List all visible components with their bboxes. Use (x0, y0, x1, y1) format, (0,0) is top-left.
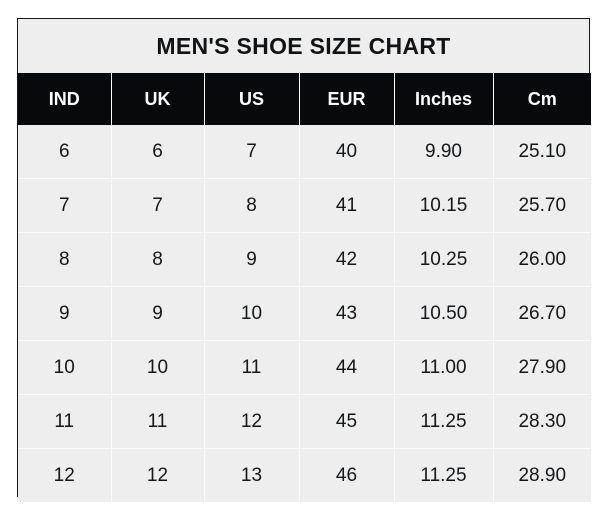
table-body: 6 6 7 40 9.90 25.10 7 7 8 41 10.15 25.70… (18, 125, 591, 502)
table-row: 7 7 8 41 10.15 25.70 (18, 178, 591, 233)
cell-cm: 27.90 (493, 340, 591, 395)
cell-ind: 12 (18, 448, 112, 502)
cell-us: 7 (204, 125, 300, 179)
table-row: 9 9 10 43 10.50 26.70 (18, 286, 591, 341)
cell-uk: 11 (111, 394, 205, 449)
cell-inches: 11.00 (394, 340, 494, 395)
cell-us: 9 (204, 232, 300, 287)
cell-us: 8 (204, 178, 300, 233)
cell-eur: 46 (299, 448, 395, 502)
column-header-us: US (204, 73, 300, 125)
column-header-inches: Inches (394, 73, 494, 125)
cell-uk: 6 (111, 125, 205, 179)
cell-inches: 11.25 (394, 448, 494, 502)
cell-cm: 25.10 (493, 125, 591, 179)
cell-inches: 10.25 (394, 232, 494, 287)
cell-uk: 7 (111, 178, 205, 233)
table-row: 10 10 11 44 11.00 27.90 (18, 340, 591, 395)
cell-uk: 10 (111, 340, 205, 395)
table-header: IND UK US EUR Inches Cm (18, 73, 591, 125)
cell-inches: 9.90 (394, 125, 494, 179)
cell-ind: 8 (18, 232, 112, 287)
table-header-row: IND UK US EUR Inches Cm (18, 73, 591, 125)
cell-us: 10 (204, 286, 300, 341)
cell-ind: 9 (18, 286, 112, 341)
cell-ind: 7 (18, 178, 112, 233)
column-header-uk: UK (111, 73, 205, 125)
table-row: 12 12 13 46 11.25 28.90 (18, 448, 591, 502)
cell-inches: 10.50 (394, 286, 494, 341)
column-header-cm: Cm (493, 73, 591, 125)
cell-cm: 25.70 (493, 178, 591, 233)
page-title: MEN'S SHOE SIZE CHART (18, 19, 589, 73)
column-header-ind: IND (18, 73, 112, 125)
column-header-eur: EUR (299, 73, 395, 125)
cell-ind: 10 (18, 340, 112, 395)
cell-cm: 26.00 (493, 232, 591, 287)
cell-us: 13 (204, 448, 300, 502)
cell-us: 12 (204, 394, 300, 449)
shoe-size-table: IND UK US EUR Inches Cm 6 6 7 40 9.90 25… (18, 73, 591, 502)
cell-us: 11 (204, 340, 300, 395)
cell-eur: 43 (299, 286, 395, 341)
cell-eur: 42 (299, 232, 395, 287)
cell-eur: 41 (299, 178, 395, 233)
table-row: 11 11 12 45 11.25 28.30 (18, 394, 591, 449)
cell-ind: 6 (18, 125, 112, 179)
cell-uk: 8 (111, 232, 205, 287)
size-chart-table-container: MEN'S SHOE SIZE CHART IND UK US EUR Inch… (17, 18, 591, 502)
cell-cm: 26.70 (493, 286, 591, 341)
cell-eur: 40 (299, 125, 395, 179)
cell-cm: 28.90 (493, 448, 591, 502)
cell-uk: 12 (111, 448, 205, 502)
cell-cm: 28.30 (493, 394, 591, 449)
cell-eur: 44 (299, 340, 395, 395)
cell-uk: 9 (111, 286, 205, 341)
table-row: 6 6 7 40 9.90 25.10 (18, 125, 591, 179)
cell-inches: 11.25 (394, 394, 494, 449)
cell-ind: 11 (18, 394, 112, 449)
cell-inches: 10.15 (394, 178, 494, 233)
table-row: 8 8 9 42 10.25 26.00 (18, 232, 591, 287)
cell-eur: 45 (299, 394, 395, 449)
